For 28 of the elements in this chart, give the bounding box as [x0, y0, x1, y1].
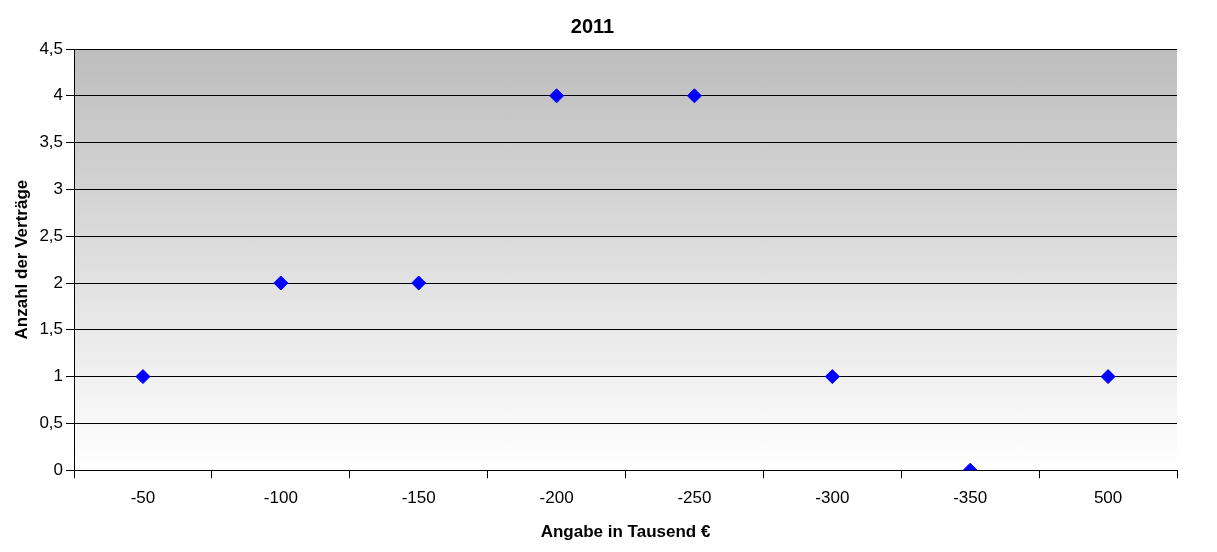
y-axis-title: Anzahl der Verträge	[11, 179, 31, 340]
point	[135, 369, 151, 385]
y-tick-label: 3	[53, 179, 64, 199]
point	[549, 88, 565, 104]
x-tick-label: -100	[263, 488, 298, 508]
y-tick-label: 1	[53, 366, 64, 386]
y-tick-label: 0,5	[39, 413, 64, 433]
y-tick-label: 2,5	[39, 225, 64, 245]
x-tick-label: 500	[1093, 488, 1123, 508]
y-tick-label: 1,5	[39, 319, 64, 339]
x-tick-label: -150	[401, 488, 436, 508]
x-tick-label: -350	[953, 488, 988, 508]
x-tick-label: -250	[677, 488, 712, 508]
x-axis-title: Angabe in Tausend €	[540, 522, 711, 542]
point	[824, 369, 840, 385]
y-tick-label: 0	[53, 459, 64, 479]
point	[686, 88, 702, 104]
y-tick-label: 3,5	[39, 132, 64, 152]
chart-title: 2011	[570, 14, 615, 37]
point	[1100, 369, 1116, 385]
point	[411, 275, 427, 291]
y-tick-label: 4,5	[39, 38, 64, 58]
y-tick-label: 2	[53, 272, 64, 292]
x-tick-label: -50	[130, 488, 156, 508]
x-tick-label: -300	[815, 488, 850, 508]
x-tick-label: -200	[539, 488, 574, 508]
y-tick-label: 4	[53, 85, 64, 105]
point	[273, 275, 289, 291]
